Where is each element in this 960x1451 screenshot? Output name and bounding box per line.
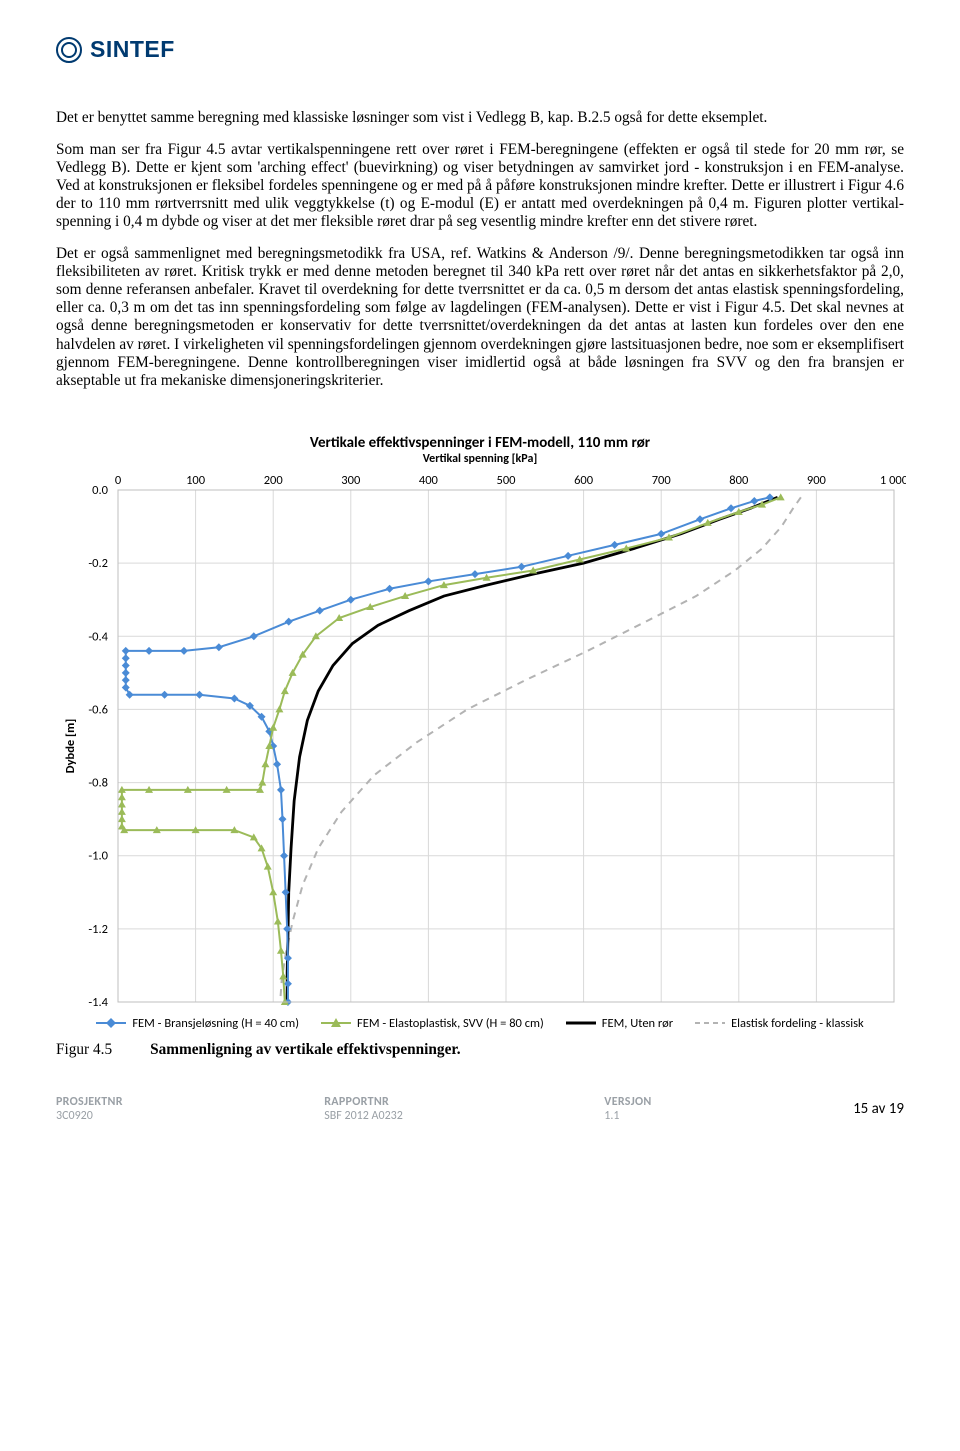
legend-swatch-4 (695, 1016, 725, 1030)
svg-text:-1.4: -1.4 (88, 995, 108, 1008)
figure-caption-label: Figur 4.5 (56, 1041, 112, 1059)
figure-caption: Figur 4.5 Sammenligning av vertikale eff… (56, 1041, 904, 1059)
svg-text:-0.4: -0.4 (88, 629, 108, 644)
svg-text:Dybde [m]: Dybde [m] (63, 718, 78, 773)
footer-project-value: 3C0920 (56, 1109, 123, 1123)
legend-swatch-1 (96, 1016, 126, 1030)
legend-label-2: FEM - Elastoplastisk, SVV (H = 80 cm) (357, 1016, 544, 1031)
paragraph-2: Som man ser fra Figur 4.5 avtar vertikal… (56, 141, 904, 231)
footer-version: VERSJON 1.1 (604, 1095, 651, 1123)
svg-text:-0.2: -0.2 (88, 556, 108, 571)
svg-text:700: 700 (652, 473, 672, 488)
svg-text:300: 300 (341, 473, 361, 488)
chart-subtitle: Vertikal spenning [kPa] (56, 452, 904, 466)
legend-label-3: FEM, Uten rør (602, 1016, 673, 1031)
legend-swatch-2 (321, 1016, 351, 1030)
legend-swatch-3 (566, 1016, 596, 1030)
legend-item-3: FEM, Uten rør (566, 1016, 673, 1031)
footer-version-value: 1.1 (604, 1109, 651, 1123)
chart-title: Vertikale effektivspenninger i FEM-model… (56, 434, 904, 452)
legend-item-2: FEM - Elastoplastisk, SVV (H = 80 cm) (321, 1016, 544, 1031)
footer-project-label: PROSJEKTNR (56, 1095, 123, 1109)
footer-version-label: VERSJON (604, 1095, 651, 1109)
svg-text:0: 0 (115, 473, 122, 488)
legend-label-4: Elastisk fordeling - klassisk (731, 1016, 864, 1031)
figure-caption-text: Sammenligning av vertikale effektivspenn… (150, 1041, 460, 1059)
legend-label-1: FEM - Bransjeløsning (H = 40 cm) (132, 1016, 299, 1031)
svg-text:100: 100 (186, 473, 206, 488)
logo-icon (56, 37, 82, 63)
svg-text:200: 200 (264, 473, 284, 488)
logo-text: SINTEF (90, 36, 175, 63)
chart-plot: 0 100 200 300 400 500 600 700 800 900 1 000 0.0 -0.2… (56, 468, 906, 1008)
svg-text:-1.2: -1.2 (88, 922, 108, 937)
footer-report-value: SBF 2012 A0232 (324, 1109, 403, 1123)
svg-text:900: 900 (807, 473, 827, 488)
svg-text:-1.0: -1.0 (88, 848, 108, 863)
legend-item-4: Elastisk fordeling - klassisk (695, 1016, 864, 1031)
footer-project: PROSJEKTNR 3C0920 (56, 1095, 123, 1123)
svg-text:-0.8: -0.8 (88, 775, 108, 790)
svg-text:-0.6: -0.6 (88, 702, 108, 717)
svg-text:400: 400 (419, 473, 439, 488)
svg-text:500: 500 (496, 473, 516, 488)
logo: SINTEF (56, 36, 904, 63)
footer-page-number: 15 av 19 (853, 1100, 904, 1118)
footer-report: RAPPORTNR SBF 2012 A0232 (324, 1095, 403, 1123)
svg-text:800: 800 (729, 473, 749, 488)
chart-container: Vertikale effektivspenninger i FEM-model… (56, 434, 904, 1035)
svg-text:0.0: 0.0 (92, 483, 108, 498)
svg-text:1 000: 1 000 (880, 473, 906, 488)
legend-item-1: FEM - Bransjeløsning (H = 40 cm) (96, 1016, 299, 1031)
paragraph-1: Det er benyttet samme beregning med klas… (56, 109, 904, 127)
footer-report-label: RAPPORTNR (324, 1095, 403, 1109)
chart-legend: FEM - Bransjeløsning (H = 40 cm) FEM - E… (56, 1012, 904, 1035)
page-footer: PROSJEKTNR 3C0920 RAPPORTNR SBF 2012 A02… (56, 1095, 904, 1123)
svg-text:600: 600 (574, 473, 594, 488)
paragraph-3: Det er også sammenlignet med beregningsm… (56, 245, 904, 389)
